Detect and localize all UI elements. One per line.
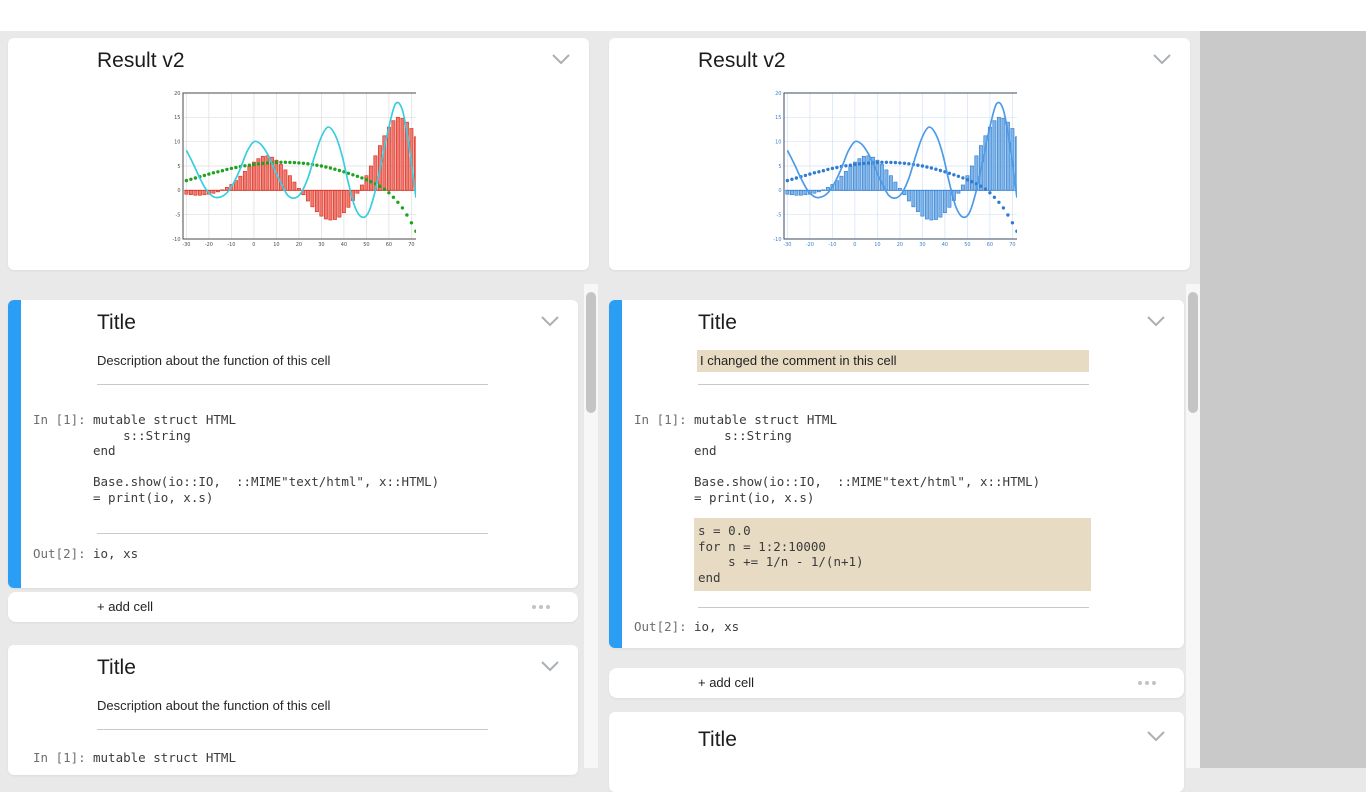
collapse-button[interactable] xyxy=(1146,730,1166,743)
collapse-button[interactable] xyxy=(551,53,571,66)
section-divider xyxy=(97,533,488,534)
chevron-down-icon xyxy=(1146,315,1166,332)
svg-text:10: 10 xyxy=(174,140,180,146)
svg-text:20: 20 xyxy=(296,242,302,248)
result-chart-left: -10 -5 0 5 10 15 20 -30 -20 -10 0 10 20 30 40 50 60 70 xyxy=(172,91,416,248)
svg-text:-10: -10 xyxy=(773,237,781,243)
svg-text:50: 50 xyxy=(363,242,369,248)
svg-text:0: 0 xyxy=(778,188,781,194)
cell-card-left-1: Title Description about the function of … xyxy=(8,300,578,588)
svg-text:0: 0 xyxy=(853,242,856,248)
cell-title: Title xyxy=(698,311,737,334)
cell-title: Title xyxy=(97,311,136,334)
code-input-gutter: In [1]: xyxy=(33,750,86,765)
svg-text:20: 20 xyxy=(897,242,903,248)
chevron-down-icon xyxy=(1152,53,1172,70)
code-input[interactable]: mutable struct HTML s::String end Base.s… xyxy=(93,412,440,505)
svg-text:-10: -10 xyxy=(172,237,180,243)
svg-text:60: 60 xyxy=(987,242,993,248)
result-card-title: Result v2 xyxy=(97,49,185,72)
code-input[interactable]: mutable struct HTML xyxy=(93,750,236,765)
chevron-down-icon xyxy=(540,315,560,332)
collapse-button[interactable] xyxy=(1146,315,1166,328)
ellipsis-icon xyxy=(532,605,553,622)
cell-accent-bar xyxy=(609,300,622,648)
svg-text:20: 20 xyxy=(174,91,180,97)
changed-comment-highlight: I changed the comment in this cell xyxy=(697,350,1089,372)
svg-text:50: 50 xyxy=(964,242,970,248)
code-output-gutter: Out[2]: xyxy=(634,619,687,634)
svg-text:60: 60 xyxy=(386,242,392,248)
result-card-right: Result v2 -10 -5 0 5 10 15 20 -30 -20 -10 0 10 20 30 4… xyxy=(609,38,1190,270)
result-chart-right: -10 -5 0 5 10 15 20 -30 -20 -10 0 10 20 30 40 50 60 70 xyxy=(773,91,1017,248)
svg-text:20: 20 xyxy=(775,91,781,97)
chevron-down-icon xyxy=(540,660,560,677)
svg-text:30: 30 xyxy=(318,242,324,248)
cell-card-right-1: Title I changed the comment in this cell… xyxy=(609,300,1184,648)
add-cell-button-left[interactable]: + add cell xyxy=(8,592,578,622)
code-output: io, xs xyxy=(93,546,139,561)
svg-text:-5: -5 xyxy=(777,213,782,219)
svg-text:-5: -5 xyxy=(176,213,181,219)
svg-text:70: 70 xyxy=(408,242,414,248)
result-card-left: Result v2 -10 -5 0 5 10 15 20 -30 -20 -10 0 10 20 30 4… xyxy=(8,38,589,270)
section-divider xyxy=(97,729,488,730)
cell-menu-button[interactable] xyxy=(1138,681,1160,687)
scrollbar-thumb-right[interactable] xyxy=(1188,292,1198,413)
cell-description: Description about the function of this c… xyxy=(97,353,331,368)
side-panel xyxy=(1200,31,1366,768)
collapse-button[interactable] xyxy=(1152,53,1172,66)
code-input[interactable]: mutable struct HTML s::String end Base.s… xyxy=(694,412,1041,505)
add-cell-button-right[interactable]: + add cell xyxy=(609,668,1184,698)
result-card-title: Result v2 xyxy=(698,49,786,72)
svg-text:30: 30 xyxy=(919,242,925,248)
code-input-gutter: In [1]: xyxy=(33,412,86,427)
cell-description: Description about the function of this c… xyxy=(97,698,331,713)
svg-text:0: 0 xyxy=(177,188,180,194)
svg-text:-10: -10 xyxy=(828,242,836,248)
svg-text:10: 10 xyxy=(775,140,781,146)
svg-text:70: 70 xyxy=(1009,242,1015,248)
section-divider xyxy=(698,384,1089,385)
svg-text:40: 40 xyxy=(341,242,347,248)
add-cell-label: + add cell xyxy=(698,675,755,690)
code-output-gutter: Out[2]: xyxy=(33,546,86,561)
cell-card-left-2: Title Description about the function of … xyxy=(8,645,578,775)
cell-title: Title xyxy=(97,656,136,679)
section-divider xyxy=(698,607,1089,608)
svg-text:0: 0 xyxy=(252,242,255,248)
svg-text:-10: -10 xyxy=(227,242,235,248)
svg-text:5: 5 xyxy=(177,164,180,170)
section-divider xyxy=(97,384,488,385)
top-bar xyxy=(0,0,1366,31)
collapse-button[interactable] xyxy=(540,660,560,673)
svg-text:-30: -30 xyxy=(182,242,190,248)
changed-code-highlight[interactable]: s = 0.0 for n = 1:2:10000 s += 1/n - 1/(… xyxy=(694,518,1091,591)
code-input-changed[interactable]: s = 0.0 for n = 1:2:10000 s += 1/n - 1/(… xyxy=(698,523,864,585)
svg-text:-20: -20 xyxy=(205,242,213,248)
svg-text:-30: -30 xyxy=(783,242,791,248)
code-output: io, xs xyxy=(694,619,740,634)
chevron-down-icon xyxy=(1146,730,1166,747)
collapse-button[interactable] xyxy=(540,315,560,328)
ellipsis-icon xyxy=(1138,681,1159,698)
code-input-gutter: In [1]: xyxy=(634,412,687,427)
svg-text:10: 10 xyxy=(273,242,279,248)
chevron-down-icon xyxy=(551,53,571,70)
add-cell-label: + add cell xyxy=(97,599,154,614)
svg-text:40: 40 xyxy=(942,242,948,248)
svg-text:15: 15 xyxy=(775,115,781,121)
svg-text:10: 10 xyxy=(874,242,880,248)
svg-text:-20: -20 xyxy=(806,242,814,248)
scrollbar-thumb-left[interactable] xyxy=(586,292,596,413)
cell-accent-bar xyxy=(8,300,21,588)
svg-text:15: 15 xyxy=(174,115,180,121)
cell-menu-button[interactable] xyxy=(532,605,554,611)
cell-card-right-2: Title xyxy=(609,712,1184,792)
cell-title: Title xyxy=(698,728,737,751)
svg-text:5: 5 xyxy=(778,164,781,170)
